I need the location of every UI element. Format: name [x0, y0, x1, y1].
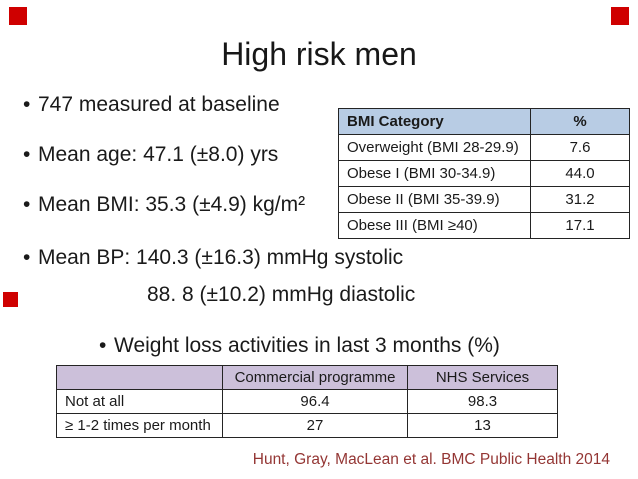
bullet-item-mean-bp: • Mean BP: 140.3 (±16.3) mmHg systolic [23, 246, 403, 270]
activities-header-commercial: Commercial programme [222, 365, 408, 390]
activities-header-nhs: NHS Services [407, 365, 558, 390]
bmi-header-percent: % [530, 108, 630, 135]
bullet-item-mean-bmi: • Mean BMI: 35.3 (±4.9) kg/m² [23, 193, 305, 217]
activities-nhs-cell: 98.3 [407, 389, 558, 414]
activities-commercial-cell: 27 [222, 413, 408, 438]
activities-commercial-cell: 96.4 [222, 389, 408, 414]
bullet-item-measured: • 747 measured at baseline [23, 93, 280, 117]
bullet-marker: • [23, 93, 31, 116]
table-row: Overweight (BMI 28-29.9) 7.6 [338, 134, 630, 161]
table-row: Not at all 96.4 98.3 [56, 389, 558, 414]
red-square-marker-mid-left [3, 292, 18, 307]
activities-label-cell: Not at all [56, 389, 223, 414]
bullet-marker: • [99, 334, 107, 357]
weight-loss-activities-table: Commercial programme NHS Services Not at… [56, 365, 558, 438]
bullet-text: 747 measured at baseline [38, 93, 280, 116]
bullet-text: Mean BMI: 35.3 (±4.9) kg/m² [38, 193, 306, 216]
bmi-table-header-row: BMI Category % [338, 108, 630, 135]
bullet-marker: • [23, 246, 31, 269]
table-row: Obese II (BMI 35-39.9) 31.2 [338, 186, 630, 213]
bullet-text: Mean age: 47.1 (±8.0) yrs [38, 143, 279, 166]
table-row: ≥ 1-2 times per month 27 13 [56, 413, 558, 438]
activities-header-empty [56, 365, 223, 390]
bullet-item-mean-age: • Mean age: 47.1 (±8.0) yrs [23, 143, 278, 167]
bmi-category-cell: Obese I (BMI 30-34.9) [338, 160, 531, 187]
bullet-text: Mean BP: 140.3 (±16.3) mmHg systolic [38, 246, 404, 269]
table-row: Obese I (BMI 30-34.9) 44.0 [338, 160, 630, 187]
bullet-text: 88. 8 (±10.2) mmHg diastolic [147, 283, 416, 306]
bmi-percent-cell: 31.2 [530, 186, 630, 213]
bullet-item-weight-loss: • Weight loss activities in last 3 months… [99, 334, 500, 358]
bmi-header-category: BMI Category [338, 108, 531, 135]
bmi-category-cell: Obese II (BMI 35-39.9) [338, 186, 531, 213]
bmi-category-cell: Obese III (BMI ≥40) [338, 212, 531, 239]
bmi-percent-cell: 7.6 [530, 134, 630, 161]
bullet-marker: • [23, 193, 31, 216]
activities-nhs-cell: 13 [407, 413, 558, 438]
red-square-marker-top-right [611, 7, 629, 25]
table-row: Obese III (BMI ≥40) 17.1 [338, 212, 630, 239]
bullet-marker: • [23, 143, 31, 166]
bullet-text: Weight loss activities in last 3 months … [114, 334, 500, 357]
bmi-percent-cell: 44.0 [530, 160, 630, 187]
activities-label-cell: ≥ 1-2 times per month [56, 413, 223, 438]
citation: Hunt, Gray, MacLean et al. BMC Public He… [252, 451, 610, 468]
activities-table-header-row: Commercial programme NHS Services [56, 365, 558, 390]
red-square-marker-top-left [9, 7, 27, 25]
bullet-item-diastolic: 88. 8 (±10.2) mmHg diastolic [147, 283, 415, 307]
slide-title: High risk men [221, 36, 417, 72]
bmi-category-cell: Overweight (BMI 28-29.9) [338, 134, 531, 161]
bmi-percent-cell: 17.1 [530, 212, 630, 239]
bmi-table: BMI Category % Overweight (BMI 28-29.9) … [338, 108, 630, 239]
